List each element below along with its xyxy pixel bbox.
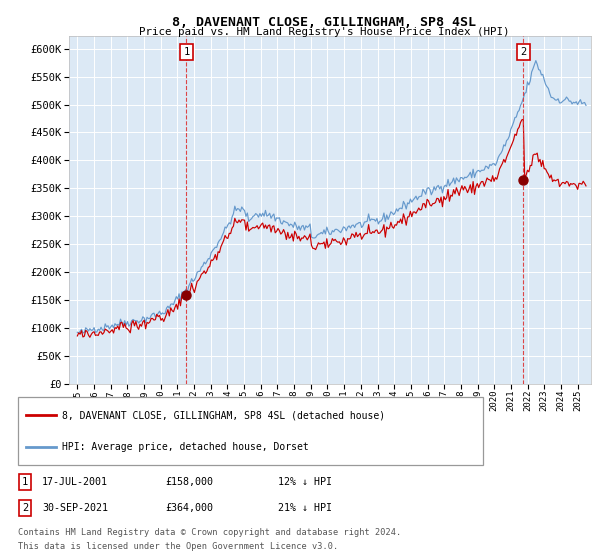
Text: 1: 1 <box>183 47 190 57</box>
Text: HPI: Average price, detached house, Dorset: HPI: Average price, detached house, Dors… <box>62 442 309 452</box>
Text: 12% ↓ HPI: 12% ↓ HPI <box>278 477 332 487</box>
Text: Price paid vs. HM Land Registry's House Price Index (HPI): Price paid vs. HM Land Registry's House … <box>139 27 509 37</box>
Text: 8, DAVENANT CLOSE, GILLINGHAM, SP8 4SL (detached house): 8, DAVENANT CLOSE, GILLINGHAM, SP8 4SL (… <box>62 410 385 420</box>
Text: 17-JUL-2001: 17-JUL-2001 <box>42 477 108 487</box>
Text: 30-SEP-2021: 30-SEP-2021 <box>42 503 108 513</box>
Text: 2: 2 <box>22 503 28 513</box>
Text: 2: 2 <box>520 47 527 57</box>
Text: This data is licensed under the Open Government Licence v3.0.: This data is licensed under the Open Gov… <box>18 542 338 550</box>
Text: £158,000: £158,000 <box>165 477 213 487</box>
Text: 1: 1 <box>22 477 28 487</box>
Text: Contains HM Land Registry data © Crown copyright and database right 2024.: Contains HM Land Registry data © Crown c… <box>18 528 401 536</box>
Text: 8, DAVENANT CLOSE, GILLINGHAM, SP8 4SL: 8, DAVENANT CLOSE, GILLINGHAM, SP8 4SL <box>172 16 476 29</box>
Bar <box>18 397 483 465</box>
Text: 21% ↓ HPI: 21% ↓ HPI <box>278 503 332 513</box>
Text: £364,000: £364,000 <box>165 503 213 513</box>
